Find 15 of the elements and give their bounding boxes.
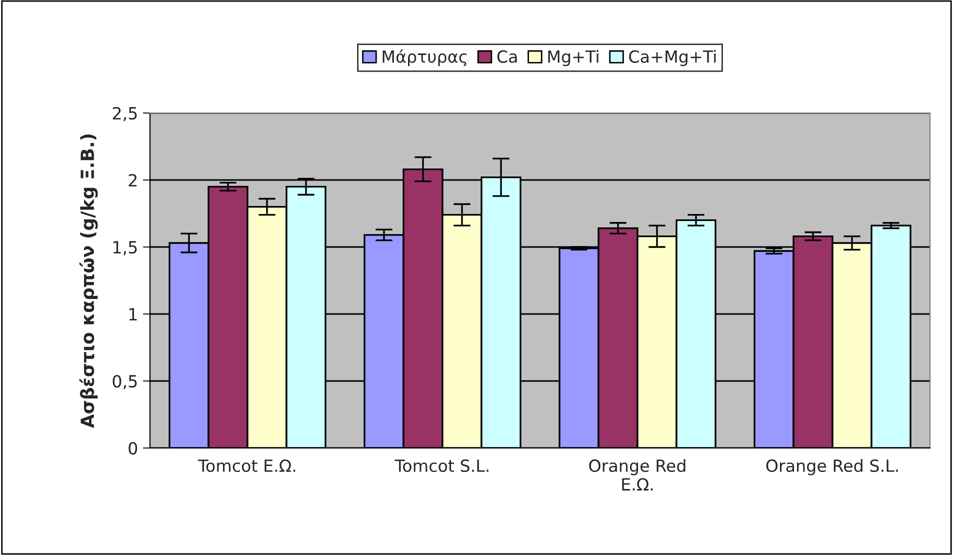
x-tick-label: Tomcot Ε.Ω. bbox=[198, 459, 296, 472]
y-tick-label: 0,5 bbox=[112, 374, 137, 390]
legend-label: Μάρτυρας bbox=[382, 49, 466, 66]
y-tick-label: 1,5 bbox=[114, 241, 137, 256]
legend-label: Mg+Ti bbox=[548, 50, 598, 66]
y-axis-title: Ασβέστιο καρπών (g/kg Ξ.Β.) bbox=[79, 134, 98, 428]
x-tick-label: Orange Red Ε.Ω. bbox=[589, 459, 686, 490]
y-tick-label: 2,5 bbox=[112, 106, 137, 122]
y-tick-label: 2 bbox=[128, 174, 137, 186]
y-tick-label: 1 bbox=[129, 308, 137, 320]
y-tick-label: 0 bbox=[128, 442, 138, 455]
x-tick-label: Orange Red S.L. bbox=[766, 459, 898, 476]
legend-label: Ca bbox=[497, 50, 517, 63]
legend-label: Ca+Mg+Ti bbox=[629, 50, 716, 66]
x-tick-label: Tomcot S.L. bbox=[394, 459, 488, 472]
